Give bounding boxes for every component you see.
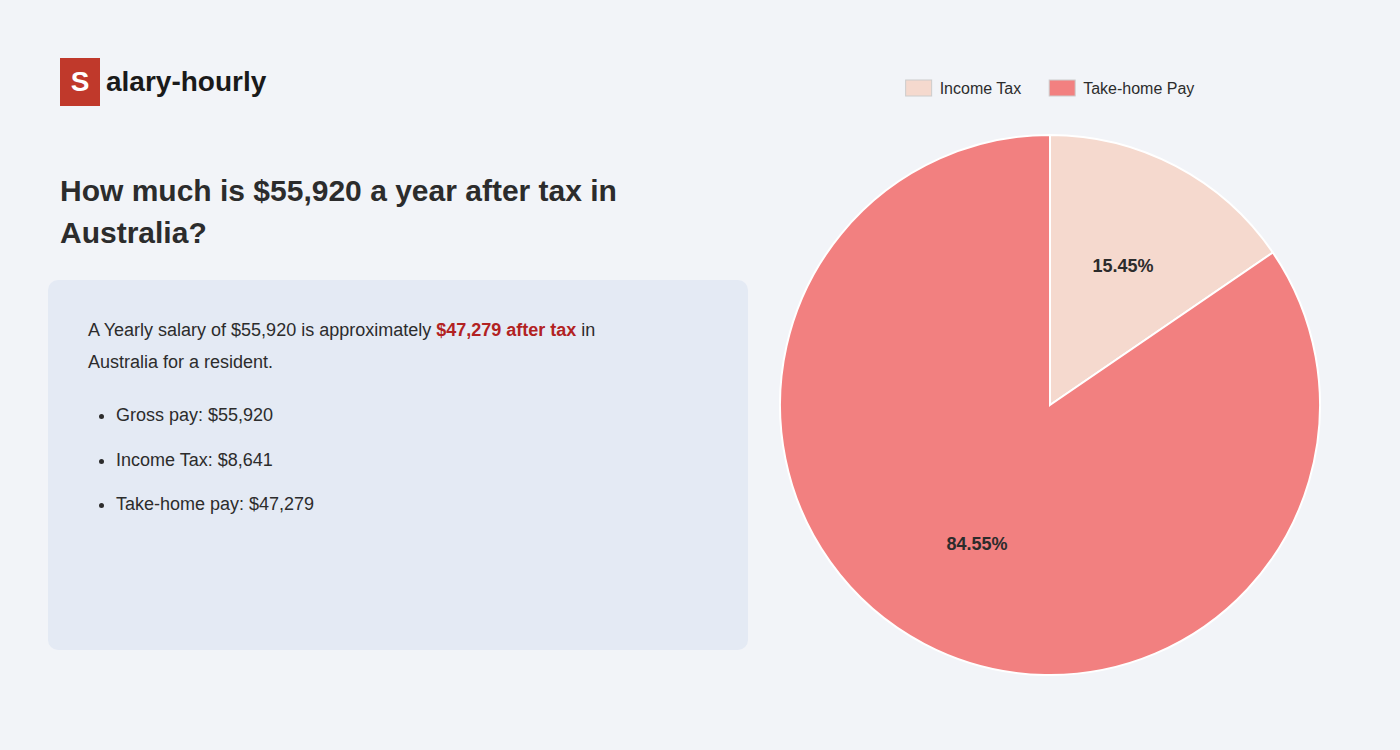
title: How much is $55,920 a year after tax in … (60, 170, 760, 254)
data-labels: 15.45% 84.55% (946, 256, 1153, 553)
logo-mark: S (60, 58, 100, 106)
legend: Income Tax Take-home Pay (906, 80, 1195, 97)
legend-item: Take-home Pay (1049, 80, 1194, 97)
slices (780, 135, 1320, 675)
legend-item: Income Tax (906, 80, 1022, 97)
logo-text: alary-hourly (106, 66, 266, 98)
bullet-list: Gross pay: $55,920 Income Tax: $8,641 Take… (88, 401, 708, 519)
legend-label: Income Tax (940, 80, 1022, 97)
bullet-item: Income Tax: $8,641 (116, 446, 708, 475)
summary-text: in (576, 320, 595, 340)
bullet-item: Gross pay: $55,920 (116, 401, 708, 430)
legend-swatch (1049, 80, 1075, 96)
summary: A Yearly salary of $55,920 is approximat… (88, 314, 708, 379)
data-label: 84.55% (946, 534, 1007, 554)
data-label: 15.45% (1093, 256, 1154, 276)
logo: Salary-hourly (60, 58, 266, 106)
legend-label: Take-home Pay (1083, 80, 1194, 97)
summary-text: A Yearly salary of $55,920 is approximat… (88, 320, 436, 340)
info-box: A Yearly salary of $55,920 is approximat… (48, 280, 748, 650)
summary-text: Australia for a resident. (88, 352, 273, 372)
bullet-item: Take-home pay: $47,279 (116, 490, 708, 519)
summary-highlight: $47,279 after tax (436, 320, 576, 340)
legend-swatch (906, 80, 932, 96)
pie-chart: 15.45% 84.55% Income Tax Take-home Pay (700, 0, 1400, 750)
pie-slice (780, 135, 1320, 675)
text-panel: Salary-hourly How much is $55,920 a year … (0, 0, 800, 750)
